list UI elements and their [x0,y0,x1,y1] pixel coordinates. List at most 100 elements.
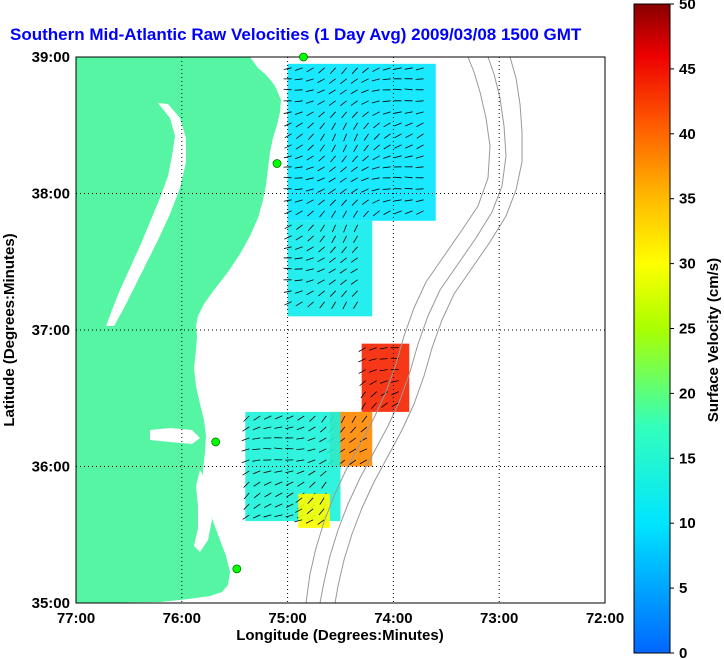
velocity-vector [306,199,314,204]
velocity-vector [252,470,261,475]
velocity-vector [319,301,325,309]
colorbar-tick-label: 35 [679,191,696,208]
velocity-vector [331,144,336,153]
velocity-vector [342,235,347,244]
velocity-vector [393,199,402,202]
velocity-vector [391,402,399,408]
velocity-vector [318,448,327,453]
velocity-vector [350,78,358,84]
velocity-vector [308,470,316,476]
velocity-vector [404,67,413,70]
velocity-vector [253,503,261,509]
velocity-vector [241,459,250,464]
velocity-vector [294,290,303,294]
velocity-vector [340,166,347,173]
velocity-vector [340,188,347,195]
y-tick-label: 39:00 [32,49,70,66]
velocity-vector [243,492,250,500]
velocity-vector [340,78,347,85]
velocity-vector [353,301,358,309]
velocity-vector [393,176,402,179]
velocity-vector [339,177,347,183]
velocity-vector [340,257,347,264]
velocity-vector [241,448,250,452]
velocity-vector [306,290,314,296]
velocity-vector [359,380,366,387]
velocity-vector [351,246,358,253]
velocity-vector [320,426,327,433]
velocity-vector [371,402,377,409]
velocity-vector [390,380,399,383]
velocity-vector [350,188,358,194]
velocity-vector [294,519,303,523]
latitude-ticks: 39:00 38:00 37:00 36:00 35:00 [32,49,70,612]
velocity-vector [379,369,388,372]
y-tick-label: 36:00 [32,459,70,476]
velocity-vector [294,188,303,191]
velocity-vector [294,279,303,282]
velocity-vector [339,268,347,274]
velocity-vector [306,508,314,515]
velocity-vector [331,133,336,142]
velocity-vector [318,508,325,516]
velocity-vector [305,257,314,261]
velocity-vector [283,199,292,202]
velocity-vector [305,166,314,170]
velocity-vector [263,481,272,486]
velocity-vector [361,415,368,423]
velocity-vector [416,210,424,215]
velocity-vector [361,89,369,94]
colorbar-tick-label: 10 [679,515,696,532]
velocity-vector [294,199,303,203]
velocity-vector [283,267,292,270]
velocity-vector [340,100,347,107]
velocity-vector [284,122,292,127]
velocity-vector [394,210,402,215]
velocity-vector [318,111,325,118]
velocity-vector [320,224,325,232]
velocity-vector [307,224,314,231]
velocity-vector [373,144,380,151]
velocity-vector [362,67,369,74]
velocity-vector [306,246,314,252]
velocity-vector [416,122,424,127]
velocity-vector [307,144,314,151]
velocity-vector [372,111,380,116]
grid-lines [76,57,605,603]
colorbar-tick-label: 0 [679,645,687,659]
velocity-region-5 [298,493,330,528]
velocity-vector [359,448,368,453]
velocity-vector [380,391,388,397]
velocity-vector [358,369,366,374]
velocity-vector [405,210,413,215]
velocity-vector [404,88,413,91]
colorbar [633,3,671,654]
velocity-vector [263,415,272,420]
velocity-vector [253,492,261,499]
velocity-vector [295,301,303,307]
velocity-vector [340,415,346,424]
velocity-vector [253,415,261,421]
velocity-vector [350,268,358,274]
velocity-vector [319,437,327,443]
velocity-vector [328,177,336,183]
velocity-vector [352,210,358,218]
velocity-vector [361,166,369,171]
velocity-vector [295,235,303,241]
velocity-vector [307,235,314,242]
velocity-vector [351,199,358,206]
velocity-vector [296,448,305,450]
land-mass [76,57,281,603]
velocity-vector [305,188,314,192]
velocity-vector [330,246,336,254]
velocity-vector [353,235,358,243]
velocity-vector [340,279,347,286]
velocity-vector [405,133,413,139]
velocity-vector [372,199,380,204]
velocity-vector [329,199,336,206]
velocity-vector [284,210,292,215]
velocity-vector [263,503,272,508]
velocity-vector [382,199,391,203]
velocity-vector [342,210,347,219]
velocity-vector [350,257,358,263]
